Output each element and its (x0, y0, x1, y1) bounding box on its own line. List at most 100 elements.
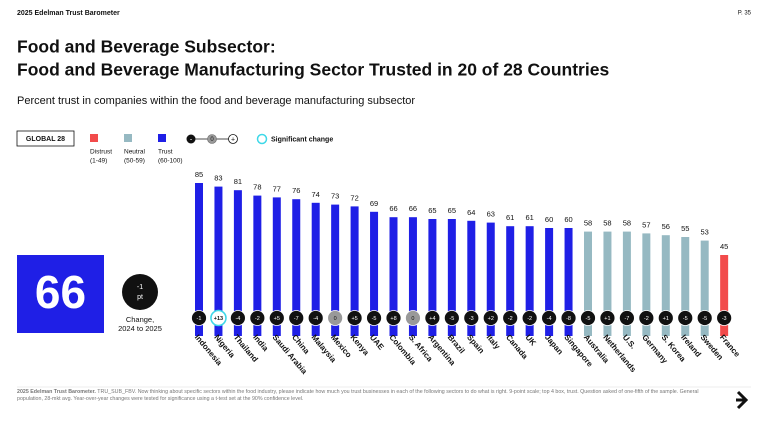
bar (428, 219, 437, 336)
change-label: -3 (722, 316, 727, 322)
change-label: +1 (604, 316, 610, 322)
legend-swatch (124, 134, 132, 142)
data-label: 58 (584, 219, 592, 228)
global-caption: Change, (126, 315, 154, 324)
page-number: P. 35 (738, 11, 752, 17)
bar (214, 186, 223, 336)
legend-range: (50-59) (124, 158, 145, 165)
change-circle (191, 310, 207, 326)
change-label: 0 (334, 316, 337, 322)
data-label: 55 (681, 224, 689, 233)
change-label: 0 (411, 316, 414, 322)
legend-label: Trust (158, 149, 173, 156)
bar (447, 219, 456, 336)
legend-label: Neutral (124, 149, 146, 156)
change-circle (346, 310, 363, 326)
change-circle (385, 310, 402, 326)
change-circle (521, 310, 538, 326)
significant-symbol (256, 133, 268, 145)
change-label: -4 (235, 316, 240, 322)
change-circle (463, 310, 480, 326)
change-circle (696, 310, 713, 326)
bar (564, 228, 573, 336)
change-label: -8 (566, 316, 571, 322)
change-label: +8 (390, 316, 396, 322)
data-label: 85 (195, 170, 203, 179)
change-circle (619, 310, 635, 326)
data-label: 60 (564, 215, 572, 224)
change-label: +5 (274, 316, 280, 322)
legend: Distrust (1-49) Neutral (50-59) Trust (60-100… (90, 134, 183, 165)
change-circle (405, 310, 421, 326)
data-label: 77 (273, 184, 281, 193)
data-label: 61 (525, 213, 533, 222)
change-label: +5 (351, 316, 357, 322)
global-change-unit: pt (137, 294, 143, 301)
bar (681, 237, 690, 336)
title: Food and Beverage Manufacturing Sector T… (17, 60, 609, 80)
data-label: 76 (292, 186, 300, 195)
legend-label: Distrust (90, 149, 112, 156)
global-change-circle (122, 274, 158, 310)
change-circle (307, 310, 324, 326)
bar (720, 255, 729, 336)
data-label: 63 (487, 210, 495, 219)
data-label: 57 (642, 220, 650, 229)
change-label: +2 (488, 316, 494, 322)
change-symbol-label: + (231, 136, 235, 143)
change-circle (288, 310, 305, 326)
change-circle (716, 310, 733, 326)
next-arrow[interactable] (736, 390, 749, 410)
change-circle (366, 310, 382, 326)
bar (661, 235, 670, 336)
change-label: -5 (586, 316, 591, 322)
change-circle (482, 310, 499, 326)
change-label: -7 (294, 316, 299, 322)
change-circle (638, 310, 655, 326)
change-label: +13 (214, 316, 223, 322)
bar (408, 217, 417, 336)
change-circle (268, 310, 285, 326)
bar (370, 211, 379, 336)
global-value: 66 (35, 266, 86, 318)
change-symbol (207, 134, 217, 144)
legend-range: (60-100) (158, 158, 183, 165)
change-circle (443, 310, 460, 326)
subtitle: Percent trust in companies within the fo… (17, 95, 415, 107)
bar (233, 190, 242, 336)
bar (642, 233, 651, 336)
change-label: -5 (702, 316, 707, 322)
change-circle (541, 310, 557, 326)
data-label: 73 (331, 192, 339, 201)
brand: 2025 Edelman Trust Barometer (17, 10, 120, 17)
change-circle (327, 310, 344, 326)
change-circle (210, 309, 227, 327)
data-label: 58 (603, 219, 611, 228)
global-value-box (17, 255, 104, 333)
data-label: 65 (428, 206, 436, 215)
change-label: +4 (429, 316, 435, 322)
change-label: -4 (313, 316, 318, 322)
data-label: 83 (214, 174, 222, 183)
bar (331, 204, 340, 336)
bar (195, 183, 203, 336)
change-label: -5 (372, 316, 377, 322)
data-label: 66 (409, 204, 417, 213)
change-circle (249, 310, 266, 326)
legend-swatch (90, 134, 98, 142)
footnote: 2025 Edelman Trust Barometer. TRU_SUB_FB… (17, 389, 717, 403)
change-label: -2 (527, 316, 532, 322)
legend-range: (1-49) (90, 158, 107, 165)
change-label: +1 (663, 316, 669, 322)
bar (292, 199, 301, 336)
change-label: -2 (508, 316, 513, 322)
bar (545, 228, 554, 336)
data-label: 74 (312, 190, 320, 199)
data-label: 69 (370, 199, 378, 208)
data-label: 60 (545, 215, 553, 224)
significant-label: Significant change (271, 136, 333, 143)
change-symbol (228, 134, 238, 144)
change-label: -2 (255, 316, 260, 322)
